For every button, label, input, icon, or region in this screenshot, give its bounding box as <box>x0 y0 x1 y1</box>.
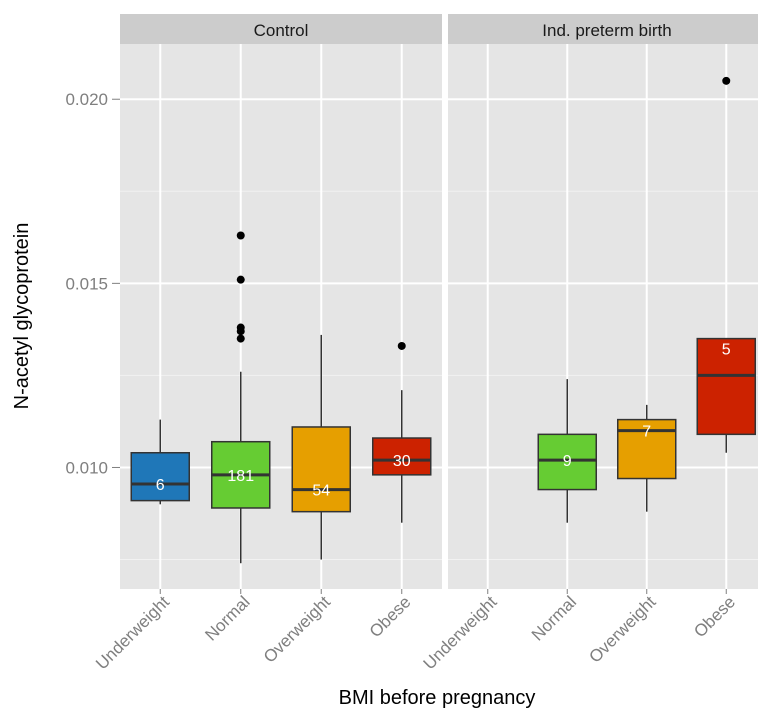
box-count-label: 6 <box>156 477 165 494</box>
box-count-label: 9 <box>563 453 572 470</box>
facet-title-preterm: Ind. preterm birth <box>542 21 671 40</box>
panel-preterm <box>448 44 758 589</box>
outlier-point <box>236 323 245 332</box>
outlier-point <box>236 231 245 240</box>
x-axis-title: BMI before pregnancy <box>339 687 536 709</box>
box-body <box>130 452 190 502</box>
box-count-label: 7 <box>642 424 651 441</box>
x-tick-label: Obese <box>366 592 415 641</box>
y-tick-label: 0.015 <box>65 274 108 293</box>
x-tick-label: Obese <box>690 592 739 641</box>
box-body <box>372 437 432 476</box>
box-count-label: 54 <box>312 483 330 500</box>
box-body <box>696 337 756 436</box>
box-body <box>537 433 597 491</box>
x-tick-label: Underweight <box>92 592 173 673</box>
y-axis-title: N-acetyl glycoprotein <box>11 223 33 410</box>
box-count-label: 30 <box>393 453 411 470</box>
x-tick-label: Overweight <box>585 592 659 666</box>
y-tick-label: 0.020 <box>65 90 108 109</box>
facet-strip-preterm <box>448 14 758 44</box>
outlier-point <box>236 275 245 284</box>
box-body <box>291 426 351 513</box>
x-tick-label: Overweight <box>260 592 334 666</box>
box-count-label: 181 <box>227 468 254 485</box>
x-tick-label: Normal <box>528 592 580 644</box>
outlier-point <box>236 334 245 343</box>
outlier-point <box>397 341 406 350</box>
x-axis-ticks: Underweight Normal Overweight Obese Underwei… <box>92 589 739 673</box>
boxes: 6 181 54 30 9 7 5 <box>130 76 756 564</box>
y-axis-ticks: 0.010 0.015 0.020 <box>65 90 120 477</box>
outlier-point <box>722 76 731 85</box>
box-count-label: 5 <box>722 342 731 359</box>
panel-control <box>120 44 442 589</box>
y-tick-label: 0.010 <box>65 458 108 477</box>
facet-title-control: Control <box>254 21 309 40</box>
x-tick-label: Underweight <box>420 592 501 673</box>
facet-strip-control <box>120 14 442 44</box>
x-tick-label: Normal <box>201 592 253 644</box>
